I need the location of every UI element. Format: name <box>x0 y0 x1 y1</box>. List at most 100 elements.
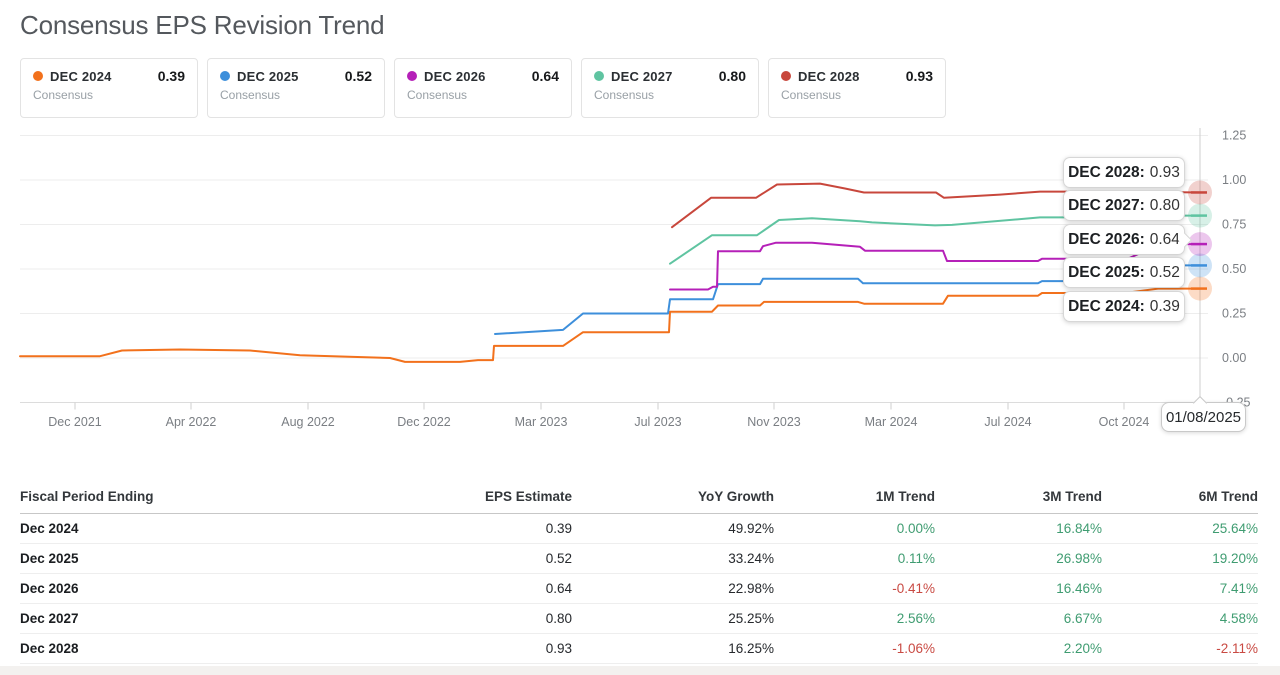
tooltip-series-label: DEC 2026: <box>1068 230 1145 248</box>
series-dot-icon <box>33 71 43 81</box>
series-dot-icon <box>220 71 230 81</box>
svg-text:0.50: 0.50 <box>1222 262 1246 276</box>
svg-text:Aug 2022: Aug 2022 <box>281 415 335 429</box>
col-eps-estimate: EPS Estimate <box>320 484 572 514</box>
series-legend: DEC 2024 0.39 Consensus DEC 2025 0.52 Co… <box>20 58 946 118</box>
svg-text:Dec 2021: Dec 2021 <box>48 415 102 429</box>
table-row: Dec 2027 0.80 25.25% 2.56% 6.67% 4.58% <box>20 603 1258 634</box>
tooltip-series-label: DEC 2024: <box>1068 297 1145 315</box>
legend-card-dec-2025[interactable]: DEC 2025 0.52 Consensus <box>207 58 385 118</box>
legend-series-label: DEC 2024 <box>50 68 112 84</box>
series-tooltip-dec-2026: DEC 2026: 0.64 <box>1063 224 1192 255</box>
svg-text:Apr 2022: Apr 2022 <box>166 415 217 429</box>
crosshair-date-value: 01/08/2025 <box>1165 408 1242 426</box>
cell-period: Dec 2025 <box>20 543 320 574</box>
cell-period: Dec 2024 <box>20 513 320 544</box>
cell-eps: 0.93 <box>320 633 572 664</box>
eps-trend-chart[interactable]: 1.251.000.750.500.250.00-0.25Dec 2021Apr… <box>0 125 1280 437</box>
cell-yoy: 33.24% <box>572 543 774 574</box>
legend-series-label: DEC 2026 <box>424 68 486 84</box>
svg-text:Oct 2024: Oct 2024 <box>1099 415 1150 429</box>
cell-3m-trend: 26.98% <box>935 543 1102 574</box>
svg-text:Dec 2022: Dec 2022 <box>397 415 451 429</box>
series-tooltip-dec-2027: DEC 2027: 0.80 <box>1063 190 1185 221</box>
legend-series-label: DEC 2028 <box>798 68 860 84</box>
tooltip-series-label: DEC 2027: <box>1068 196 1145 214</box>
series-dot-icon <box>407 71 417 81</box>
series-dot-icon <box>781 71 791 81</box>
legend-card-dec-2027[interactable]: DEC 2027 0.80 Consensus <box>581 58 759 118</box>
svg-text:Mar 2024: Mar 2024 <box>865 415 918 429</box>
svg-text:Jul 2023: Jul 2023 <box>634 415 681 429</box>
svg-text:0.75: 0.75 <box>1222 218 1246 232</box>
cell-3m-trend: 2.20% <box>935 633 1102 664</box>
legend-series-value: 0.39 <box>157 68 185 84</box>
col-3m-trend: 3M Trend <box>935 484 1102 514</box>
cell-1m-trend: 0.00% <box>774 513 935 544</box>
cell-eps: 0.80 <box>320 603 572 634</box>
cell-yoy: 16.25% <box>572 633 774 664</box>
legend-series-sublabel: Consensus <box>220 88 281 102</box>
cell-1m-trend: -0.41% <box>774 573 935 604</box>
col-6m-trend: 6M Trend <box>1102 484 1258 514</box>
estimates-table: Fiscal Period Ending EPS Estimate YoY Gr… <box>20 484 1258 664</box>
cell-1m-trend: 2.56% <box>774 603 935 634</box>
cell-6m-trend: 4.58% <box>1102 603 1258 634</box>
svg-text:1.25: 1.25 <box>1222 129 1246 143</box>
svg-text:0.25: 0.25 <box>1222 307 1246 321</box>
cell-yoy: 22.98% <box>572 573 774 604</box>
svg-text:Nov 2023: Nov 2023 <box>747 415 801 429</box>
svg-text:Jul 2024: Jul 2024 <box>984 415 1031 429</box>
cell-eps: 0.39 <box>320 513 572 544</box>
cell-period: Dec 2026 <box>20 573 320 604</box>
tooltip-series-value: 0.39 <box>1149 297 1180 315</box>
table-row: Dec 2026 0.64 22.98% -0.41% 16.46% 7.41% <box>20 573 1258 604</box>
legend-series-label: DEC 2025 <box>237 68 299 84</box>
cell-eps: 0.52 <box>320 543 572 574</box>
tooltip-series-label: DEC 2025: <box>1068 263 1145 281</box>
chart-plot-area[interactable]: 1.251.000.750.500.250.00-0.25Dec 2021Apr… <box>0 125 1280 437</box>
cell-1m-trend: -1.06% <box>774 633 935 664</box>
next-section-edge <box>0 666 1280 675</box>
cell-6m-trend: 7.41% <box>1102 573 1258 604</box>
legend-series-label: DEC 2027 <box>611 68 673 84</box>
tooltip-series-value: 0.80 <box>1149 196 1180 214</box>
cell-3m-trend: 6.67% <box>935 603 1102 634</box>
col-yoy-growth: YoY Growth <box>572 484 774 514</box>
legend-card-dec-2028[interactable]: DEC 2028 0.93 Consensus <box>768 58 946 118</box>
legend-series-value: 0.52 <box>344 68 372 84</box>
legend-card-dec-2026[interactable]: DEC 2026 0.64 Consensus <box>394 58 572 118</box>
legend-series-value: 0.64 <box>531 68 559 84</box>
crosshair-date-tooltip: 01/08/2025 <box>1161 395 1246 432</box>
cell-yoy: 49.92% <box>572 513 774 544</box>
cell-6m-trend: 25.64% <box>1102 513 1258 544</box>
tooltip-series-value: 0.52 <box>1149 263 1180 281</box>
table-row: Dec 2024 0.39 49.92% 0.00% 16.84% 25.64% <box>20 513 1258 544</box>
legend-series-value: 0.93 <box>905 68 933 84</box>
svg-text:1.00: 1.00 <box>1222 173 1246 187</box>
svg-text:0.00: 0.00 <box>1222 351 1246 365</box>
page-title: Consensus EPS Revision Trend <box>20 10 385 40</box>
table-row: Dec 2028 0.93 16.25% -1.06% 2.20% -2.11% <box>20 633 1258 664</box>
cell-yoy: 25.25% <box>572 603 774 634</box>
series-tooltip-dec-2028: DEC 2028: 0.93 <box>1063 157 1185 188</box>
tooltip-series-value: 0.93 <box>1149 163 1180 181</box>
col-1m-trend: 1M Trend <box>774 484 935 514</box>
cell-eps: 0.64 <box>320 573 572 604</box>
series-dot-icon <box>594 71 604 81</box>
series-tooltip-dec-2025: DEC 2025: 0.52 <box>1063 257 1185 288</box>
series-tooltip-dec-2024: DEC 2024: 0.39 <box>1063 291 1185 322</box>
table-row: Dec 2025 0.52 33.24% 0.11% 26.98% 19.20% <box>20 543 1258 574</box>
cell-6m-trend: 19.20% <box>1102 543 1258 574</box>
legend-series-sublabel: Consensus <box>33 88 94 102</box>
cell-3m-trend: 16.46% <box>935 573 1102 604</box>
legend-card-dec-2024[interactable]: DEC 2024 0.39 Consensus <box>20 58 198 118</box>
cell-1m-trend: 0.11% <box>774 543 935 574</box>
cell-3m-trend: 16.84% <box>935 513 1102 544</box>
cell-period: Dec 2028 <box>20 633 320 664</box>
cell-period: Dec 2027 <box>20 603 320 634</box>
svg-text:Mar 2023: Mar 2023 <box>515 415 568 429</box>
cell-6m-trend: -2.11% <box>1102 633 1258 664</box>
col-fiscal-period: Fiscal Period Ending <box>20 484 320 514</box>
